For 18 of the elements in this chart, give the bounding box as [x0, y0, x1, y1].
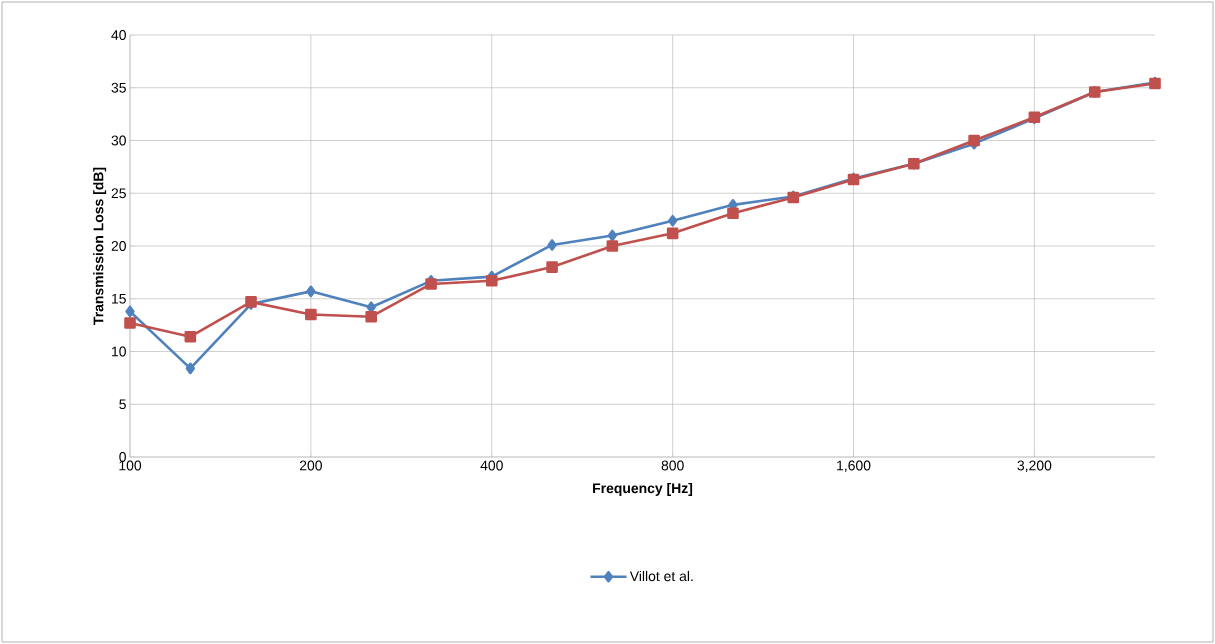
y-tick-label: 20 — [111, 241, 126, 251]
y-tick-label: 30 — [111, 135, 126, 146]
x-tick-label: 100 — [119, 460, 142, 471]
x-tick-label: 1,600 — [837, 460, 871, 473]
y-tick-label: 35 — [111, 82, 126, 93]
y-tick-label: 25 — [111, 188, 126, 199]
y-tick-label: 0 — [119, 452, 126, 462]
y-tick-label: 5 — [119, 399, 126, 410]
x-axis-title: Frequency [Hz] — [593, 482, 693, 496]
x-tick-label: 200 — [299, 460, 322, 471]
y-axis-title: Transmission Loss [dB] — [93, 167, 107, 325]
x-tick-label: 3,200 — [1017, 460, 1052, 473]
y-tick-label: 15 — [112, 293, 126, 304]
y-tick-label: 40 — [111, 30, 126, 40]
legend-label: Villot et al. — [629, 570, 693, 582]
y-tick-label: 10 — [112, 346, 126, 357]
x-tick-label: 800 — [661, 460, 684, 471]
x-tick-label: 400 — [480, 460, 503, 471]
